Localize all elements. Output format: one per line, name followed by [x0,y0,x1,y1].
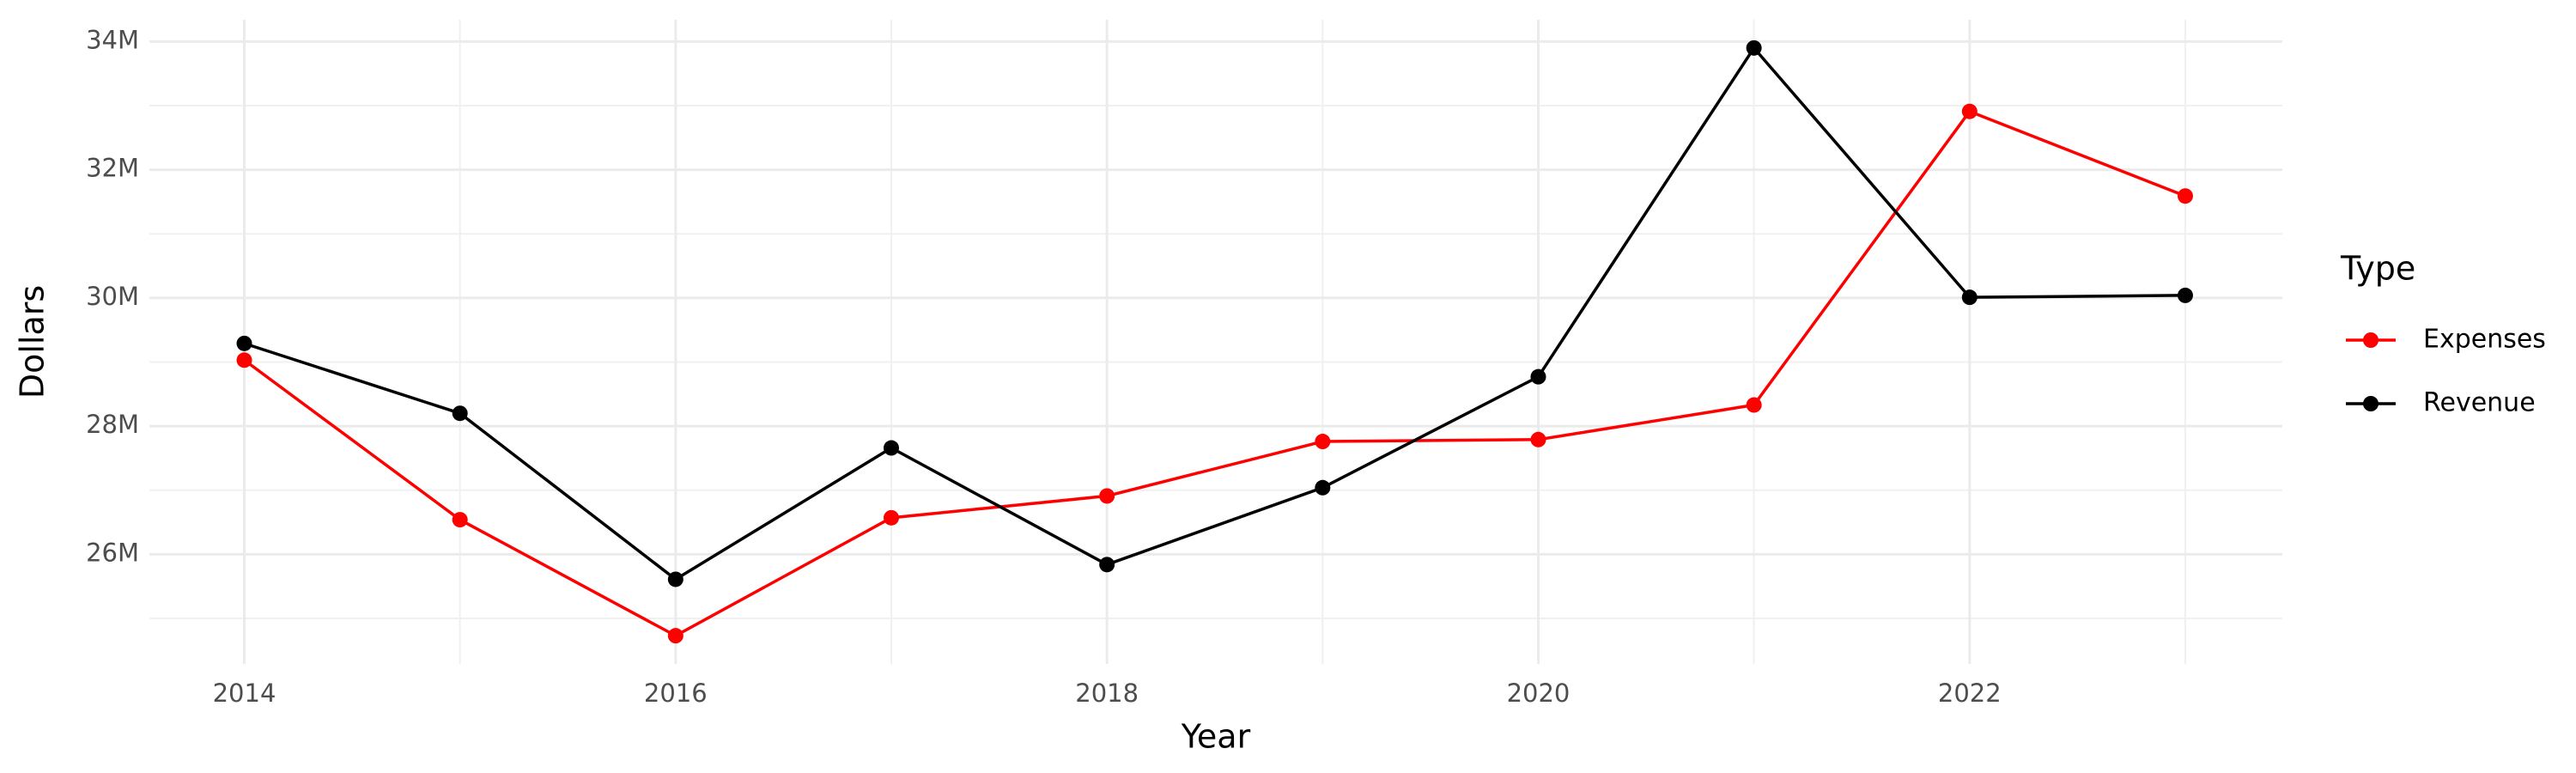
data-point [1961,103,1978,119]
x-tick-label: 2014 [213,679,276,708]
data-point [1315,479,1331,496]
x-axis-title: Year [1181,718,1251,756]
y-tick-label: 26M [86,538,139,567]
legend-label: Expenses [2423,325,2546,355]
y-tick-label: 32M [86,154,139,183]
data-point [1099,557,1115,573]
y-axis-title: Dollars [14,285,52,399]
data-point [2177,188,2193,204]
data-point [1099,488,1115,504]
x-tick-label: 2020 [1507,679,1571,708]
data-point [667,571,683,587]
data-point [236,335,252,351]
data-point [452,512,468,528]
data-point [1746,40,1762,56]
data-point [1961,289,1978,306]
x-tick-label: 2018 [1075,679,1139,708]
data-point [1530,368,1546,385]
y-tick-label: 30M [86,282,139,311]
data-point [667,628,683,644]
data-point [1315,434,1331,450]
data-point [2177,287,2193,303]
x-tick-label: 2022 [1938,679,2002,708]
legend-swatch-point [2363,332,2379,348]
data-point [884,509,899,526]
legend-title: Type [2340,250,2415,288]
data-point [1746,397,1762,413]
y-tick-label: 28M [86,410,139,439]
data-point [236,352,252,368]
data-point [452,405,468,422]
legend-swatch-point [2363,396,2379,411]
y-tick-label: 34M [86,25,139,54]
series-line [243,45,2185,581]
x-tick-label: 2016 [644,679,708,708]
data-point [1530,431,1546,447]
data-point [884,440,899,456]
series-line [243,109,2186,638]
legend-label: Revenue [2423,388,2536,418]
